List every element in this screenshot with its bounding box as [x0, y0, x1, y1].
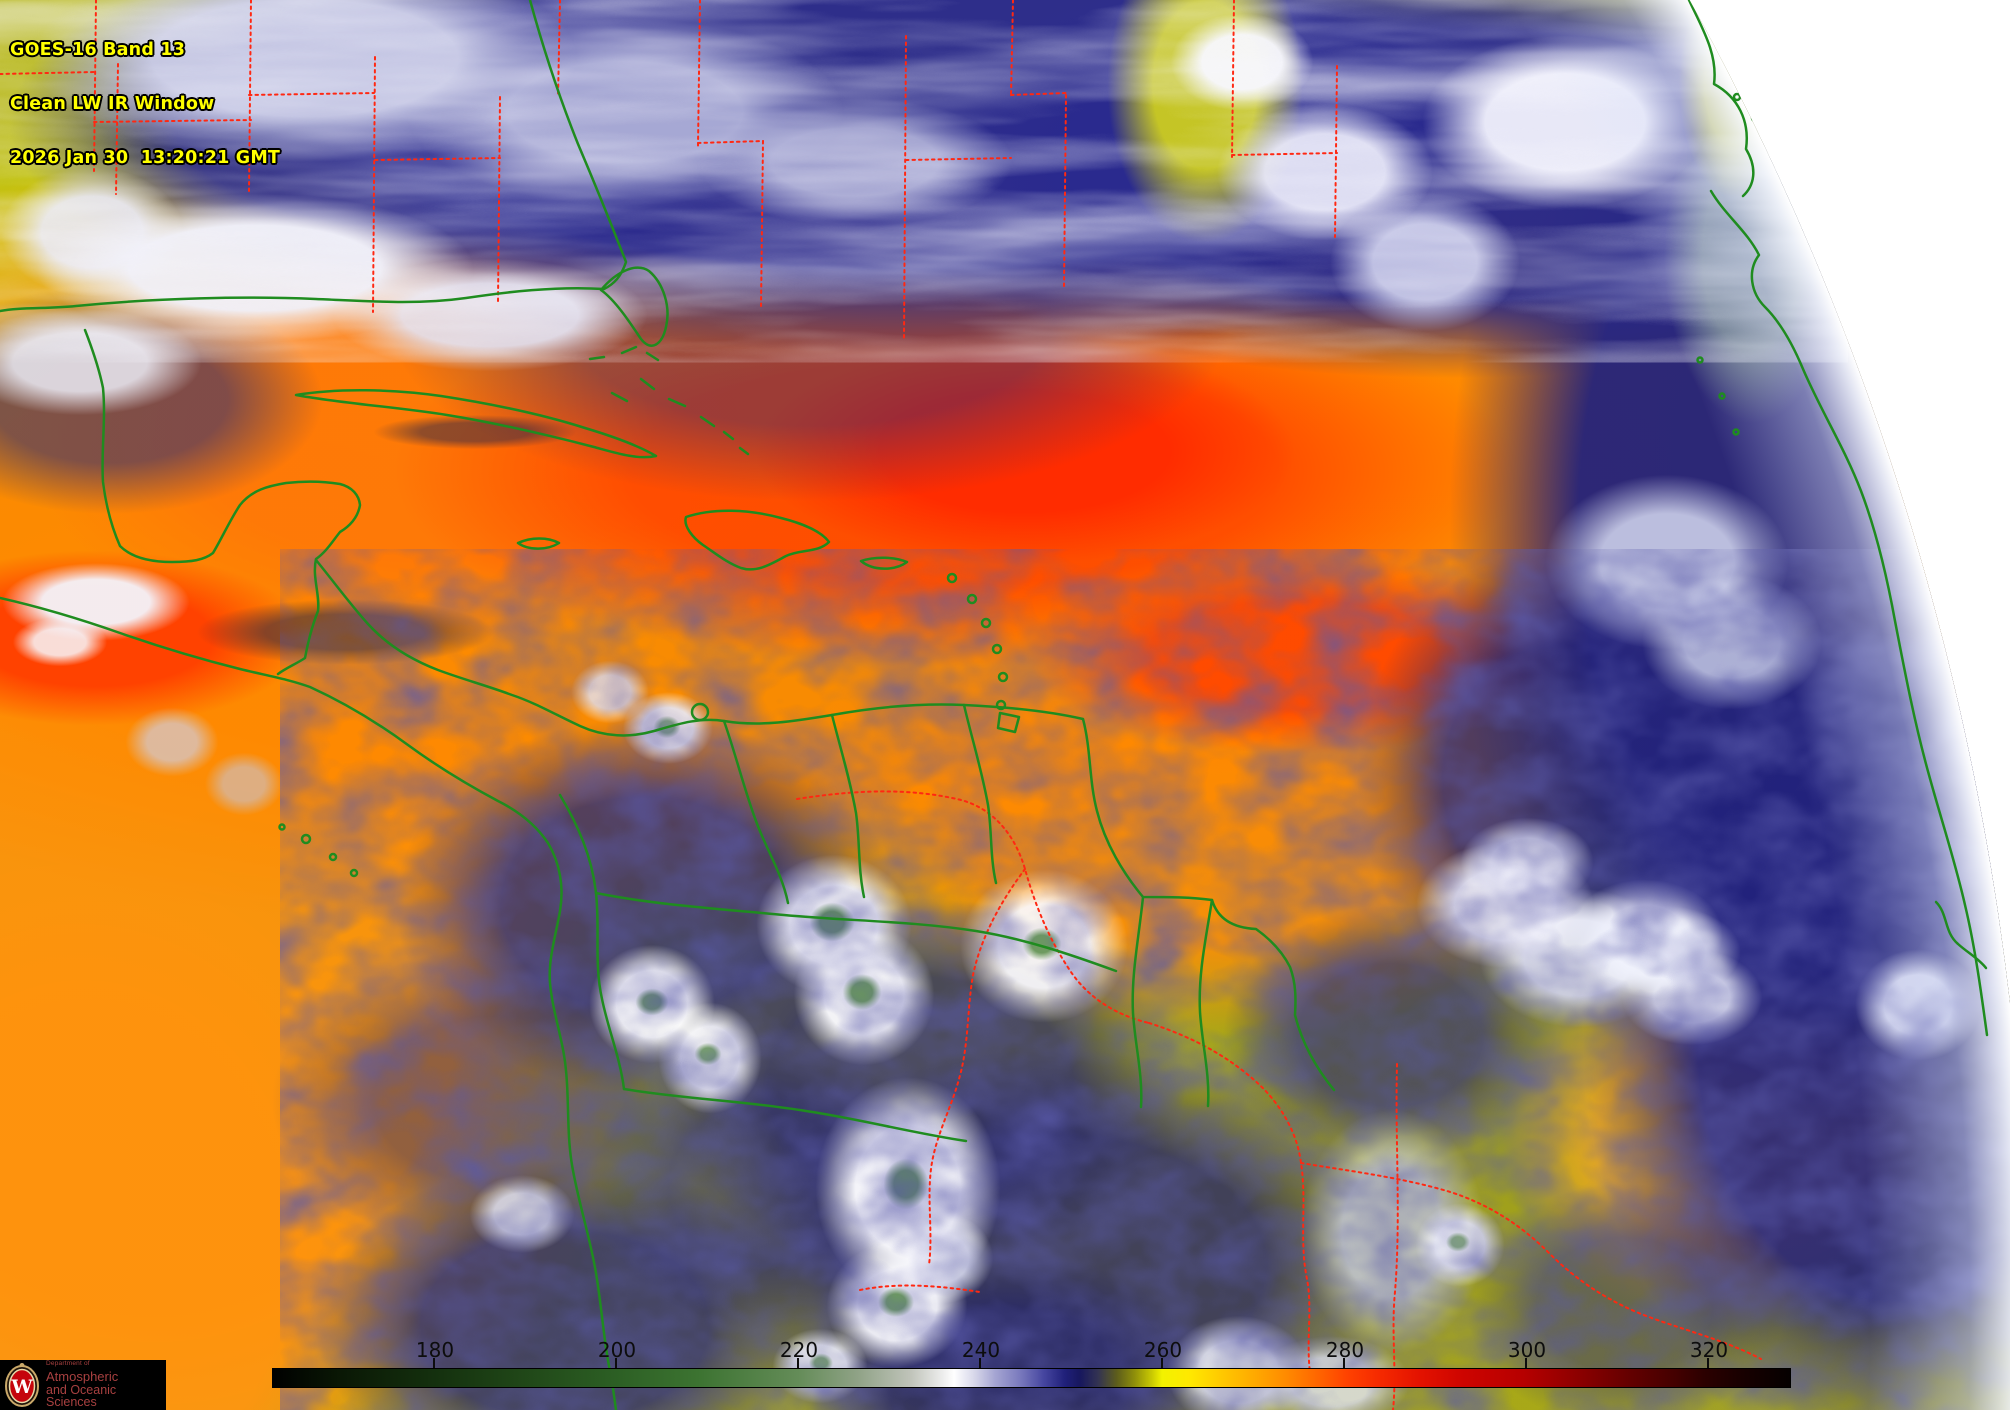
- logo-department-prefix: Department of: [46, 1360, 90, 1368]
- svg-text:W: W: [10, 1376, 33, 1398]
- annotation-timestamp: 2026 Jan 30 13:20:21 GMT: [10, 148, 281, 168]
- image-annotation: GOES-16 Band 13 Clean LW IR Window 2026 …: [10, 5, 280, 203]
- uw-crest-icon: W: [5, 1363, 39, 1407]
- logo-name-line-2: and Oceanic Sciences: [46, 1382, 117, 1410]
- uw-aos-logo: W Department of Atmospheric and Oceanic …: [0, 1360, 166, 1410]
- logo-name-line-1: Atmospheric: [46, 1368, 119, 1384]
- annotation-satellite-band: GOES-16 Band 13: [10, 40, 186, 60]
- annotation-product-name: Clean LW IR Window: [10, 94, 215, 114]
